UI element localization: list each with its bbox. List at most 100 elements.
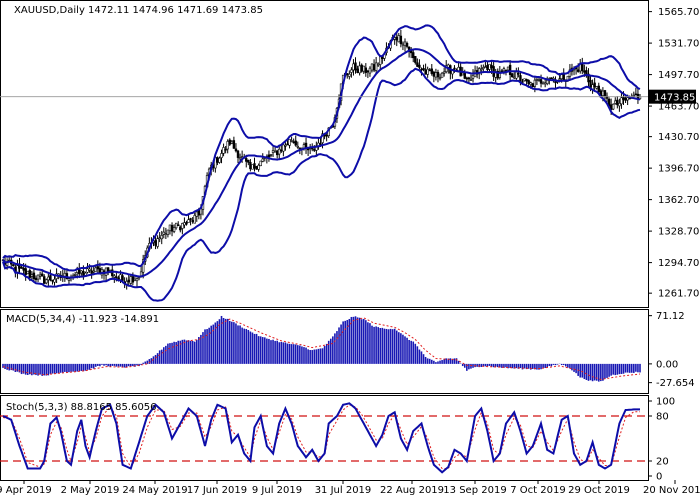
- candle: [96, 260, 100, 273]
- candle-body: [275, 150, 279, 156]
- candle: [486, 60, 489, 72]
- candle-body: [267, 154, 271, 158]
- candle-body: [591, 84, 594, 90]
- candle: [49, 269, 52, 282]
- candle: [368, 66, 372, 77]
- candle-body: [523, 78, 526, 81]
- candle-body: [216, 157, 219, 163]
- candle: [158, 232, 161, 243]
- candle: [416, 58, 419, 68]
- candle: [632, 91, 636, 97]
- candle-body: [533, 79, 537, 87]
- candle-body: [620, 97, 623, 105]
- bollinger-lower-band: [2, 67, 641, 302]
- candle-body: [601, 90, 605, 96]
- candle-body: [218, 157, 221, 163]
- stoch-tick-label: 0: [656, 472, 662, 483]
- candle-body: [546, 80, 549, 84]
- candle-body: [40, 273, 44, 277]
- candle: [525, 78, 528, 85]
- candle-body: [67, 278, 71, 281]
- candle-body: [36, 274, 40, 280]
- candle: [428, 68, 431, 72]
- candle: [218, 156, 221, 164]
- candle-body: [581, 63, 584, 72]
- candle: [255, 165, 258, 170]
- candle: [296, 141, 299, 149]
- candle-body: [527, 80, 530, 84]
- axes: 1565.70 1531.70 1497.70 1463.70 1430.70 1396.…: [0, 7, 700, 496]
- candle-body: [593, 82, 596, 88]
- candle: [354, 57, 357, 74]
- candle-body: [96, 266, 100, 270]
- candle: [187, 214, 190, 223]
- candle-body: [529, 82, 532, 85]
- candle-body: [517, 72, 520, 75]
- candle-body: [228, 139, 231, 145]
- candle: [620, 91, 623, 109]
- candle-body: [187, 219, 190, 223]
- candle-body: [376, 63, 380, 66]
- candle-body: [158, 237, 161, 240]
- pane-frame: [0, 0, 649, 308]
- candle: [174, 222, 178, 230]
- macd-histogram: [2, 315, 641, 382]
- candle-body: [436, 71, 440, 78]
- candle-body: [418, 64, 421, 68]
- candle-body: [395, 36, 398, 41]
- candle-body: [53, 278, 56, 283]
- candle: [488, 63, 491, 73]
- price-tag: 1473.85: [649, 89, 696, 104]
- candle: [515, 67, 518, 82]
- candle: [587, 68, 590, 87]
- candle: [348, 70, 351, 80]
- candle: [265, 154, 269, 164]
- candle-body: [251, 164, 254, 170]
- candle: [405, 41, 409, 49]
- candle-body: [535, 79, 539, 81]
- candle: [401, 41, 405, 51]
- pane-frame: [0, 395, 649, 481]
- candle-body: [189, 218, 192, 220]
- candle: [317, 138, 320, 150]
- candle: [278, 144, 281, 160]
- candle-body: [597, 85, 600, 92]
- price-tick-label: 1463.70: [658, 102, 699, 113]
- candle-body: [119, 274, 122, 280]
- candle: [294, 135, 297, 147]
- candle-body: [195, 211, 198, 217]
- candle-body: [510, 73, 514, 77]
- candle-body: [490, 64, 493, 69]
- candle: [412, 49, 415, 63]
- stoch-title: Stoch(5,3,3) 88.8165 85.6056: [6, 402, 157, 413]
- candle-body: [271, 150, 275, 153]
- candle-body: [469, 79, 473, 81]
- candle: [308, 143, 312, 155]
- candle-body: [174, 222, 178, 229]
- candle: [45, 278, 48, 285]
- macd-title: MACD(5,34,4) -11.923 -14.891: [6, 314, 159, 325]
- candle-body: [183, 222, 186, 226]
- candle-body: [521, 81, 524, 83]
- candle-body: [366, 70, 370, 73]
- candle-body: [543, 82, 547, 85]
- candle-body: [614, 100, 617, 104]
- candle: [38, 271, 42, 280]
- candle: [554, 76, 557, 90]
- candle: [226, 139, 229, 154]
- candle-body: [154, 240, 157, 246]
- candle-body: [88, 268, 91, 271]
- candle: [616, 96, 619, 109]
- candle: [284, 142, 287, 151]
- candle: [614, 97, 617, 105]
- candle-body: [319, 143, 322, 145]
- candle-body: [465, 77, 469, 80]
- candle: [500, 68, 504, 73]
- candle: [259, 160, 262, 167]
- candle-body: [22, 267, 25, 271]
- candle-body: [164, 233, 168, 235]
- candle: [618, 98, 621, 112]
- candle-body: [632, 95, 636, 97]
- candle-body: [352, 63, 355, 71]
